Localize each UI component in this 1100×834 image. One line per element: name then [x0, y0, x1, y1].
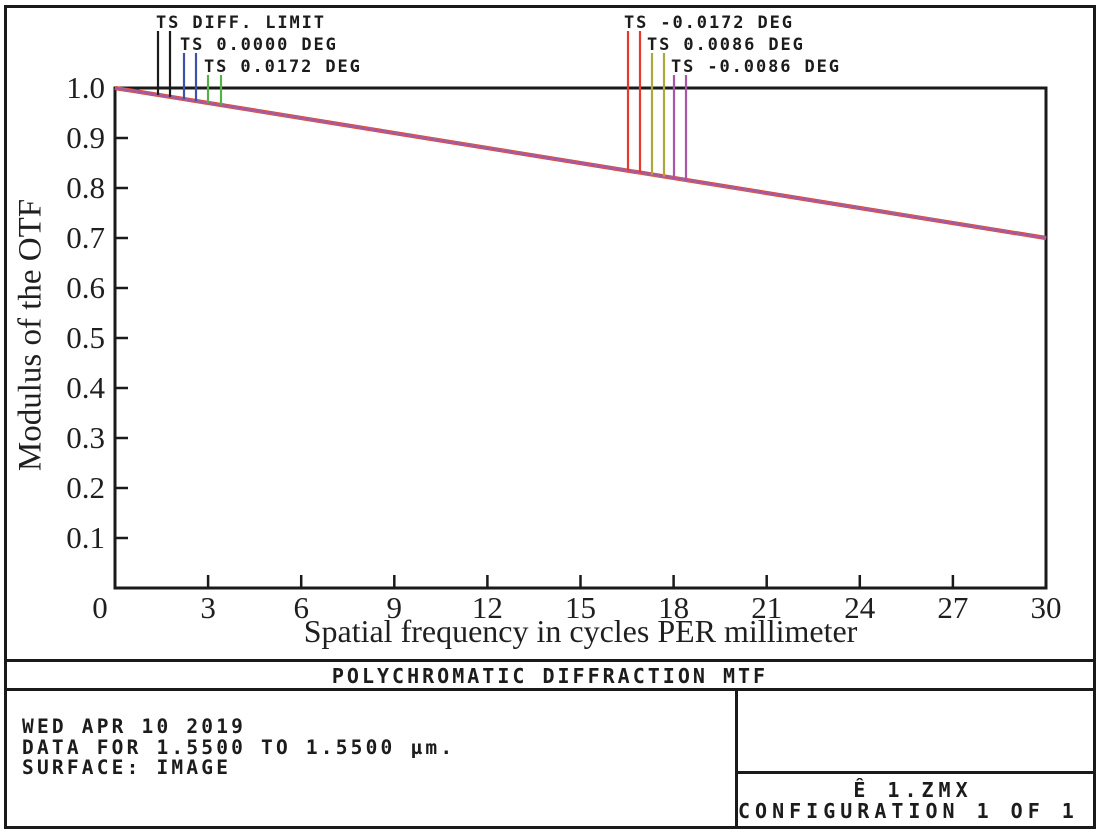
y-tick-label: 0.8: [66, 169, 105, 205]
x-tick-label: 15: [565, 590, 596, 625]
x-tick-label: 21: [751, 590, 783, 625]
footer-left-block: WED APR 10 2019 DATA FOR 1.5500 TO 1.550…: [22, 715, 456, 780]
footer-right-divider: [735, 771, 1096, 774]
y-tick-label: 0.5: [66, 319, 105, 355]
legend-entry-neg0.0172-deg: TS -0.0172 DEG: [624, 13, 794, 33]
legend-entry-0.0000-deg: TS 0.0000 DEG: [180, 35, 338, 55]
wavelength-text: DATA FOR 1.5500 TO 1.5500 µm.: [22, 735, 456, 759]
x-tick-label: 27: [937, 590, 969, 625]
y-tick-label: 0.4: [66, 369, 105, 405]
footer-vertical-divider: [735, 688, 738, 829]
legend-entry-0.0086-deg: TS 0.0086 DEG: [647, 35, 805, 55]
y-tick-label: 0.2: [66, 469, 105, 505]
x-tick-label: 30: [1030, 590, 1062, 625]
chart-title: POLYCHROMATIC DIFFRACTION MTF: [331, 664, 769, 688]
x-axis-title: Spatial frequency in cycles PER millimet…: [303, 613, 858, 649]
y-tick-label: 1.0: [66, 69, 105, 105]
x-tick-label: 3: [200, 590, 216, 625]
legend-entry-neg0.0086-deg: TS -0.0086 DEG: [671, 57, 841, 77]
x-tick-label: 9: [386, 590, 403, 625]
y-tick-label: 0.3: [66, 419, 105, 455]
date-text: WED APR 10 2019: [22, 715, 247, 738]
legend-entry-diff-limit: TS DIFF. LIMIT: [156, 13, 326, 33]
y-tick-label: 0.6: [66, 269, 105, 305]
y-tick-label: 0.7: [66, 219, 105, 255]
title-band-top-rule: [4, 659, 1096, 662]
x-tick-label: 12: [471, 590, 503, 625]
x-tick-label: 0: [92, 590, 108, 625]
configuration-label: CONFIGURATION 1 OF 1: [738, 799, 1079, 823]
legend-entry-0.0172-deg: TS 0.0172 DEG: [204, 57, 362, 77]
surface-text: SURFACE: IMAGE: [22, 756, 232, 780]
y-tick-label: 0.9: [66, 119, 105, 155]
lens-file-name: Ê 1.ZMX: [853, 778, 973, 802]
x-tick-label: 18: [658, 590, 690, 625]
x-tick-label: 6: [293, 590, 309, 625]
title-band-bottom-rule: [4, 688, 1096, 691]
x-tick-label: 24: [844, 590, 876, 625]
y-tick-label: 0.1: [66, 519, 105, 555]
